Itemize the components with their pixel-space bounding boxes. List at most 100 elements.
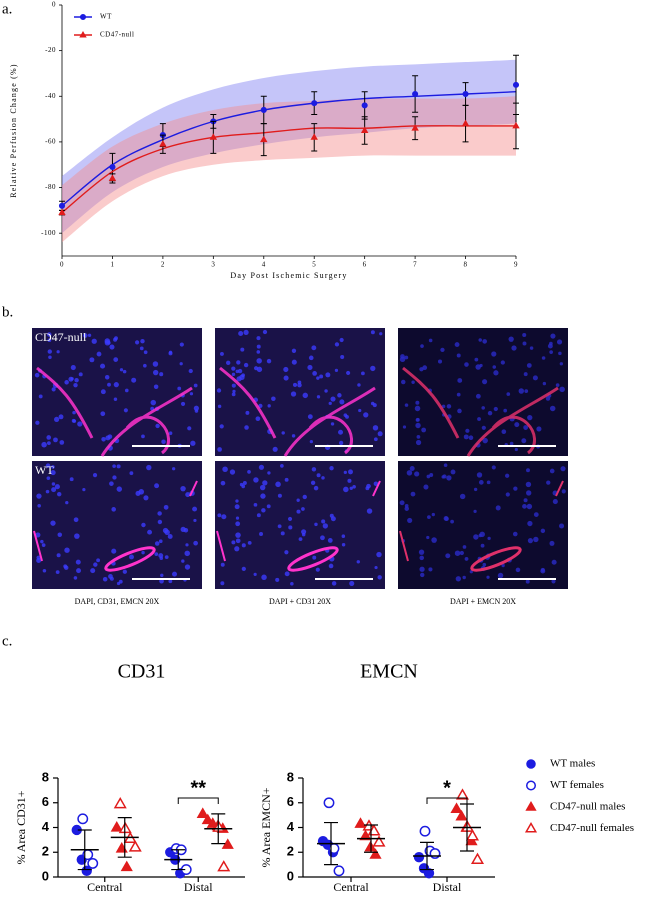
nucleus [454, 342, 460, 347]
marker [455, 788, 470, 800]
nucleus [256, 350, 261, 354]
marker [372, 835, 386, 847]
nucleus [189, 392, 194, 396]
nucleus [112, 464, 116, 468]
nucleus [377, 431, 383, 437]
nucleus [522, 504, 527, 509]
nucleus [551, 559, 557, 565]
nucleus [459, 550, 464, 556]
nucleus [193, 405, 199, 411]
nucleus [298, 537, 303, 541]
nucleus [527, 538, 534, 544]
nucleus [559, 386, 565, 393]
nucleus [47, 338, 52, 343]
nucleus [481, 406, 485, 410]
x-tick-label: 7 [413, 261, 417, 269]
sd-bar [324, 821, 338, 866]
nucleus [57, 532, 63, 537]
nucleus [50, 470, 56, 476]
nucleus [349, 580, 355, 587]
marker [128, 840, 142, 852]
row-label: CD47-null [35, 330, 87, 344]
y-tick-label: -60 [45, 138, 56, 146]
nucleus [464, 362, 469, 367]
nucleus [154, 541, 160, 546]
nucleus [459, 493, 466, 500]
vessel [33, 480, 198, 562]
marker [512, 81, 520, 88]
nucleus [232, 389, 236, 394]
nucleus [311, 467, 317, 472]
marker [260, 106, 267, 114]
nucleus [399, 356, 406, 363]
marker [79, 13, 87, 21]
nucleus [315, 567, 320, 572]
legend-label: WT males [550, 758, 595, 770]
chart-title: CD31 [118, 661, 166, 683]
nucleus [235, 532, 241, 538]
nucleus [550, 333, 556, 339]
nucleus [319, 374, 324, 379]
marker [79, 30, 87, 38]
sd-bar [211, 813, 226, 845]
nucleus [328, 563, 334, 569]
marker [413, 852, 425, 863]
row-label: WT [35, 463, 54, 477]
nucleus [143, 363, 147, 368]
nucleus [514, 447, 518, 452]
nucleus [443, 516, 449, 521]
nucleus [255, 416, 261, 422]
vessel [470, 546, 522, 572]
nucleus [406, 470, 413, 476]
nucleus [442, 474, 447, 479]
x-tick-label: 2 [161, 261, 165, 269]
nucleus [404, 403, 409, 407]
nucleus [271, 396, 276, 402]
nucleus [262, 329, 268, 335]
nucleus [143, 495, 149, 501]
nucleus [328, 401, 332, 406]
nucleus [322, 523, 328, 529]
nucleus [240, 347, 245, 352]
marker [412, 90, 419, 98]
nucleus [184, 564, 191, 570]
nucleus [101, 437, 106, 442]
nucleus [513, 486, 518, 491]
nucleus [482, 437, 488, 444]
nucleus [239, 482, 244, 487]
nucleus [291, 359, 297, 365]
nucleus [47, 332, 52, 337]
nucleus [556, 339, 563, 345]
nucleus [549, 405, 556, 412]
nucleus [301, 507, 305, 511]
nucleus [63, 565, 69, 570]
nucleus [540, 568, 546, 574]
nucleus [523, 372, 528, 377]
nucleus [231, 383, 236, 388]
marker [461, 119, 470, 127]
nucleus [314, 522, 318, 527]
nucleus [162, 527, 169, 534]
marker [196, 807, 209, 818]
nucleus [116, 464, 121, 469]
sd-bar [117, 817, 132, 858]
nucleus [56, 350, 60, 354]
x-tick-label: 5 [312, 261, 316, 269]
nucleus [256, 513, 261, 518]
nucleus [474, 357, 479, 362]
fit-line [61, 91, 517, 207]
nucleus [78, 372, 83, 377]
nucleus [473, 534, 479, 540]
nucleus [158, 539, 163, 544]
x-tick-label: 0 [60, 261, 64, 269]
nucleus [51, 465, 55, 469]
nucleus [370, 401, 375, 406]
nucleus [73, 576, 78, 580]
nucleus [180, 401, 186, 406]
nucleus [428, 338, 433, 343]
nucleus [526, 503, 533, 510]
nucleus [506, 392, 511, 396]
marker [58, 208, 66, 216]
nucleus [486, 575, 490, 579]
marker [525, 800, 537, 811]
